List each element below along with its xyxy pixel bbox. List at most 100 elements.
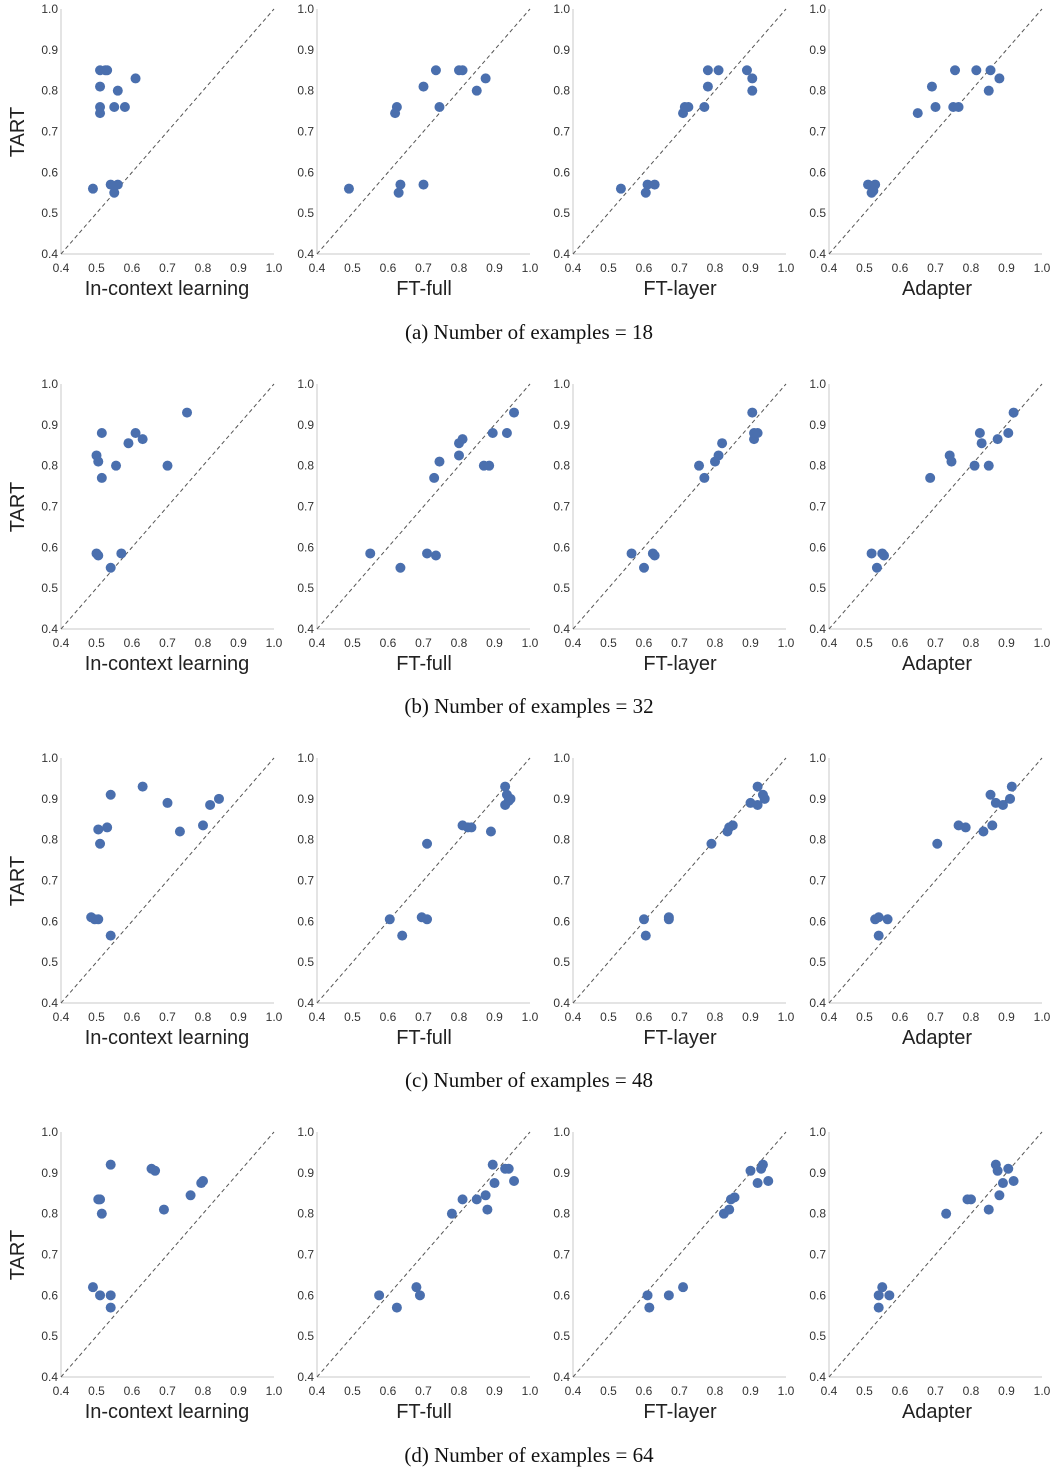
x-tick-label: 0.8 [195,1010,212,1024]
data-point [87,183,98,194]
data-point [95,108,106,119]
y-tick-label: 0.8 [41,84,58,98]
y-tick-label: 1.0 [297,751,314,765]
x-tick-label: 1.0 [522,636,539,650]
diagonal-reference-line [60,1131,275,1378]
y-tick-label: 0.4 [297,996,314,1010]
y-tick-label: 0.7 [553,125,570,139]
y-tick-label: 0.8 [809,833,826,847]
data-point [640,187,651,198]
data-point [639,562,649,573]
x-tick-label: 0.6 [636,1010,653,1024]
x-tick-label: 0.7 [671,636,688,650]
x-tick-label: 0.9 [230,1010,247,1024]
x-axis-label: In-context learning [85,1401,250,1423]
x-tick-label: 0.6 [124,636,141,650]
data-point [112,85,123,96]
diagonal-reference-line [316,1131,531,1378]
data-point [644,1302,655,1313]
x-tick-label: 0.6 [380,1384,397,1398]
x-tick-label: 0.4 [821,636,838,650]
y-tick-label: 0.8 [809,84,826,98]
x-tick-label: 0.7 [159,1010,176,1024]
y-tick-label: 0.9 [41,792,58,806]
y-tick-label: 0.7 [553,1248,570,1262]
x-tick-label: 0.5 [88,261,105,275]
x-tick-label: 0.7 [671,1010,688,1024]
x-tick-label: 0.6 [636,636,653,650]
data-point [430,65,441,76]
data-point [757,1159,768,1170]
y-axis-label: TART [7,107,29,157]
y-axis-label: TART [7,482,29,532]
y-tick-label: 0.4 [809,247,826,261]
x-tick-label: 0.7 [159,636,176,650]
x-tick-label: 0.9 [230,636,247,650]
x-tick-label: 0.8 [707,1010,724,1024]
y-tick-label: 0.5 [41,955,58,969]
y-tick-label: 0.5 [553,206,570,220]
x-tick-label: 0.4 [309,1384,326,1398]
data-point [137,434,148,445]
y-tick-label: 0.4 [297,622,314,636]
data-point [717,438,728,449]
data-point [509,407,520,418]
x-tick-label: 0.9 [230,261,247,275]
data-point [503,795,514,806]
data-point [446,1208,457,1219]
x-tick-label: 0.4 [565,636,582,650]
y-tick-label: 0.5 [553,1329,570,1343]
y-tick-label: 0.7 [41,125,58,139]
data-point [422,548,433,559]
x-tick-label: 0.5 [344,1010,361,1024]
data-point [877,1282,888,1293]
data-point [985,789,996,800]
data-point [683,102,694,112]
y-tick-label: 0.9 [297,1166,314,1180]
data-point [162,460,173,471]
diagonal-reference-line [60,8,275,255]
subfigure-caption: (d) Number of examples = 64 [404,1443,654,1467]
scatter-panel: 0.4 0.5 0.6 0.7 0.8 0.9 1.0 0.4 0.5 0.6 0.7 0.8 0.9 1… [297,751,538,1049]
data-point [87,1282,98,1293]
x-tick-label: 0.9 [998,1010,1015,1024]
x-tick-label: 0.7 [415,1010,432,1024]
data-point [93,456,104,467]
data-point [1008,1176,1019,1186]
y-tick-label: 1.0 [553,751,570,765]
x-tick-label: 0.8 [963,636,980,650]
data-point [699,102,710,112]
data-point [950,65,961,76]
data-point [702,81,713,92]
y-tick-label: 0.6 [809,1288,826,1302]
y-tick-label: 0.6 [297,540,314,554]
y-tick-label: 0.7 [41,874,58,888]
data-point [116,548,127,559]
data-point [741,65,752,76]
x-tick-label: 1.0 [1034,1010,1051,1024]
x-tick-label: 0.7 [927,1010,944,1024]
scatter-panel: 0.4 0.5 0.6 0.7 0.8 0.9 1.0 0.4 0.5 0.6 0.7 0.8 0.9 1… [809,377,1050,675]
y-tick-label: 0.5 [553,581,570,595]
y-tick-label: 0.4 [297,1370,314,1384]
y-tick-label: 0.9 [41,418,58,432]
x-axis-label: Adapter [902,1027,972,1049]
data-point [384,914,395,925]
data-point [374,1290,385,1301]
y-tick-label: 0.6 [41,914,58,928]
subfigure-caption: (b) Number of examples = 32 [404,694,653,718]
x-tick-label: 0.7 [159,1384,176,1398]
y-tick-label: 0.8 [297,84,314,98]
figure-row-3: 0.4 0.5 0.6 0.7 0.8 0.9 1.0 0.4 0.5 0.6 0.7 0.8 0.9 1… [7,751,1051,1092]
data-point [198,820,208,831]
y-axis-label: TART [7,1230,29,1280]
data-point [500,781,511,792]
data-point [397,930,408,941]
x-tick-label: 0.8 [195,261,212,275]
data-point [994,1190,1005,1201]
data-point [969,460,980,471]
data-point [130,73,141,84]
scatter-panel: 0.4 0.5 0.6 0.7 0.8 0.9 1.0 0.4 0.5 0.6 0.7 0.8 0.9 1… [297,1125,538,1423]
data-point [873,1302,884,1313]
